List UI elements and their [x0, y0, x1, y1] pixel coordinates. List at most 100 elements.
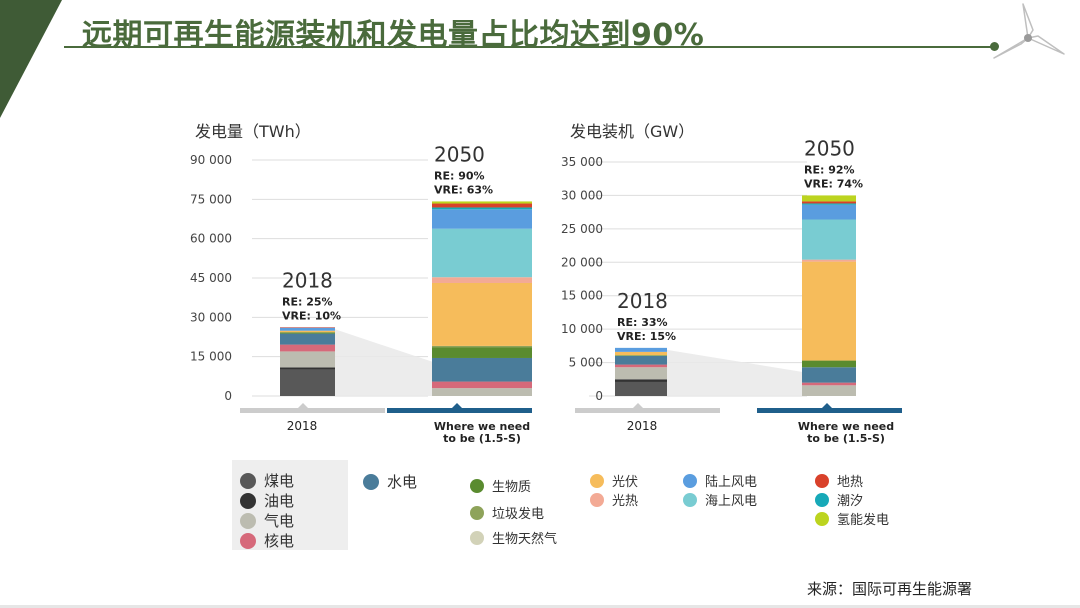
category-band-2018: [240, 408, 385, 413]
bar-segment-nuclear: [615, 364, 667, 368]
legend-label: 光热: [612, 494, 639, 509]
legend-swatch: [590, 473, 604, 488]
bar-connector: [335, 329, 432, 396]
vre-share-label: VRE: 10%: [282, 309, 341, 322]
bar-segment-nuclear: [280, 344, 335, 352]
y-tick-label: 75 000: [190, 192, 232, 206]
bar-segment-pv: [802, 261, 856, 361]
bar-year-label: 2050: [804, 136, 855, 160]
x-category-label: 2018: [287, 419, 318, 433]
bar-segment-geo: [802, 201, 856, 204]
bar-segment-hydro: [280, 333, 335, 345]
bottom-bar: [0, 605, 1080, 608]
category-band-marker: [298, 403, 308, 408]
legend-item-offshore: 海上风电: [683, 490, 757, 509]
source-note: 来源：国际可再生能源署: [806, 580, 972, 598]
bar-segment-nuclear: [802, 382, 856, 386]
bar-segment-geo: [432, 203, 532, 208]
x-category-label: 2018: [627, 419, 658, 433]
legend-label: 水电: [387, 473, 418, 491]
legend-swatch: [590, 492, 604, 507]
vre-share-label: VRE: 74%: [804, 177, 863, 190]
x-category-label: to be (1.5-S): [443, 432, 521, 445]
legend-label: 生物质: [492, 480, 532, 495]
re-share-label: RE: 90%: [434, 169, 485, 182]
generation-chart-panel: 发电量（TWh） 0 15 000 30 000 45 000 60 000 75 000 9…: [170, 118, 532, 468]
chart-title: 发电装机（GW）: [570, 122, 694, 141]
legend-label: 生物天然气: [492, 532, 558, 547]
y-tick-label: 10 000: [561, 322, 603, 336]
vre-share-label: VRE: 63%: [434, 183, 493, 196]
bar-segment-pv: [432, 282, 532, 346]
legend-item-pv: 光伏: [590, 471, 638, 490]
vre-share-label: VRE: 15%: [617, 330, 676, 343]
legend-swatch: [815, 473, 829, 488]
y-tick-label: 0: [595, 389, 603, 403]
bar-segment-bio: [615, 355, 667, 356]
category-band-2018: [575, 408, 720, 413]
bar-segment-bio: [802, 360, 856, 368]
legend-swatch: [683, 492, 697, 507]
bar-segment-gas: [802, 385, 856, 396]
bar-segment-pv: [615, 351, 667, 356]
y-tick-label: 30 000: [190, 310, 232, 324]
y-tick-label: 0: [224, 389, 232, 403]
bar-segment-gas: [615, 367, 667, 380]
legend-item-hydrogen: 氢能发电: [815, 509, 889, 528]
re-share-label: RE: 25%: [282, 295, 333, 308]
bar-segment-onshore: [802, 204, 856, 220]
bar-segment-nuclear: [432, 381, 532, 389]
legend-label: 氢能发电: [837, 513, 890, 528]
x-category-label: Where we need: [434, 420, 530, 433]
legend-item-onshore: 陆上风电: [683, 471, 757, 490]
category-band-2050: [757, 408, 902, 413]
bar-segment-bio: [280, 332, 335, 334]
y-tick-label: 15 000: [561, 289, 603, 303]
legend-label: 潮汐: [837, 494, 864, 509]
re-share-label: RE: 92%: [804, 163, 855, 176]
bar-segment-gas: [280, 351, 335, 368]
legend-swatch: [815, 492, 829, 507]
bar-segment-tidal: [432, 207, 532, 210]
corner-decoration: [0, 0, 62, 118]
bar-year-label: 2018: [617, 289, 668, 313]
bar-segment-offshore: [802, 219, 856, 260]
legend-item-tidal: 潮汐: [815, 490, 863, 509]
category-band-marker: [452, 403, 462, 408]
y-tick-label: 90 000: [190, 153, 232, 167]
bar-segment-coal: [280, 369, 335, 396]
bar-segment-hydro: [802, 367, 856, 383]
bar-year-label: 2050: [434, 142, 485, 166]
bar-segment-csp: [802, 259, 856, 262]
title-underline-dot: [990, 42, 999, 51]
bar-segment-waste: [432, 345, 532, 348]
legend-label: 海上风电: [705, 494, 758, 509]
y-tick-label: 30 000: [561, 188, 603, 202]
legend-label: 光伏: [612, 475, 639, 490]
bar-segment-bio: [432, 347, 532, 358]
legend-item-biogas: 生物天然气: [470, 528, 557, 547]
legend-label: 垃圾发电: [492, 507, 545, 522]
category-band-marker: [633, 403, 643, 408]
legend-swatch: [470, 478, 484, 493]
bar-segment-hydrogen: [802, 195, 856, 202]
bar-segment-csp: [432, 277, 532, 283]
capacity-chart-panel: 发电装机（GW） 0 5 000 10 000 15 000 20 000 25 000 30…: [545, 118, 905, 468]
bar-segment-onshore: [615, 347, 667, 352]
bar-segment-onshore: [432, 209, 532, 229]
y-tick-label: 15 000: [190, 350, 232, 364]
y-tick-label: 5 000: [569, 356, 603, 370]
bar-segment-gas: [432, 388, 532, 396]
x-category-label: Where we need: [798, 420, 894, 433]
bar-segment-hydro: [432, 357, 532, 382]
re-share-label: RE: 33%: [617, 316, 668, 329]
y-tick-label: 45 000: [190, 271, 232, 285]
legend-label: 陆上风电: [705, 475, 758, 490]
y-tick-label: 20 000: [561, 255, 603, 269]
x-category-label: to be (1.5-S): [807, 432, 885, 445]
legend-item-waste: 垃圾发电: [470, 503, 544, 522]
bar-segment-coal: [615, 381, 667, 396]
bar-segment-tidal: [802, 203, 856, 205]
bar-segment-hydrogen: [432, 201, 532, 204]
